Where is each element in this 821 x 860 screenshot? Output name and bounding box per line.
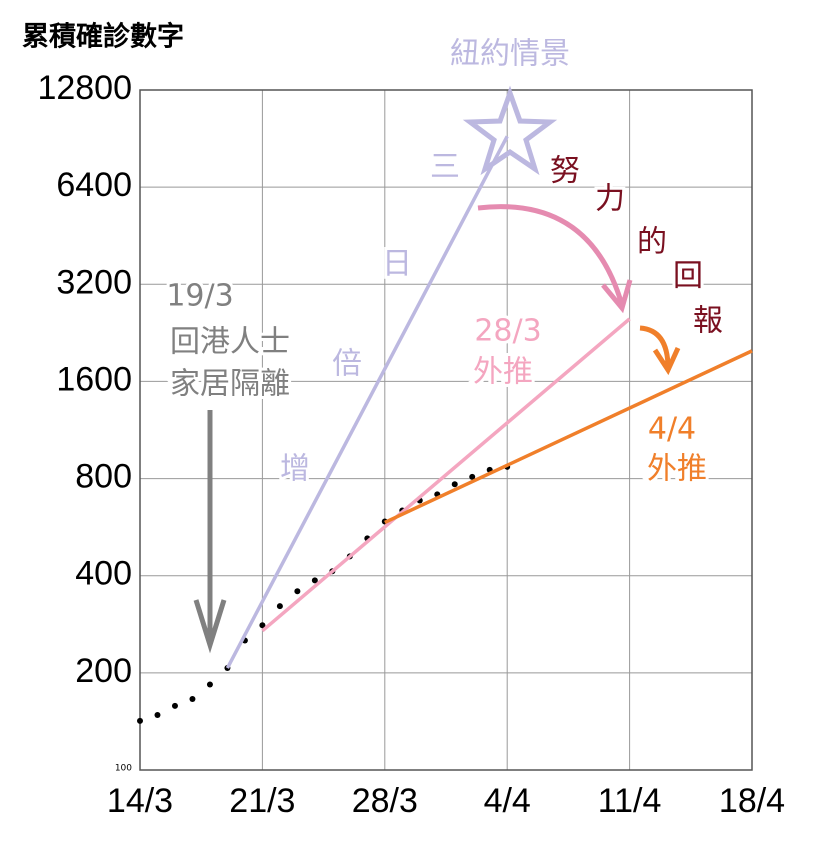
annotation: 日 (382, 247, 412, 282)
data-point (469, 473, 476, 480)
annotation: 4/4 (648, 412, 696, 447)
trend-line (384, 349, 753, 525)
arrow (639, 325, 681, 376)
arrow (193, 410, 227, 654)
x-tick-label: 28/3 (352, 782, 418, 820)
data-point (276, 603, 283, 610)
y-tick-label: 6400 (56, 166, 132, 204)
y-tick-label: 100 (115, 764, 132, 774)
data-point (171, 702, 178, 709)
data-point (259, 622, 266, 629)
data-point (137, 717, 143, 724)
annotation: 外推 (647, 452, 707, 487)
grid: 100 200 400 800 1600 3200 6400 12800 14/3 21/3 28/… (37, 69, 785, 820)
data-point (154, 712, 161, 719)
annotation: 家居隔離 (170, 367, 290, 402)
star (462, 85, 558, 176)
annotation: 努 (550, 154, 580, 189)
x-tick-label: 4/4 (484, 782, 531, 820)
annotation: 28/3 (474, 314, 541, 349)
annotation: 外推 (473, 355, 533, 390)
annotation: 19/3 (166, 279, 233, 314)
annotation: 增 (280, 452, 310, 487)
data-point (189, 695, 196, 702)
data-point (311, 577, 318, 584)
annotation: 報 (693, 304, 723, 339)
annotation: 力 (595, 182, 625, 217)
data-point (451, 481, 458, 488)
annotation: 三 (430, 150, 460, 185)
chart-title: 累積確診數字 (22, 21, 184, 53)
y-tick-label: 400 (75, 555, 132, 593)
y-tick-label: 1600 (56, 360, 132, 398)
y-tick-label: 12800 (37, 69, 132, 107)
y-tick-label: 3200 (56, 263, 132, 301)
x-tick-label: 11/4 (598, 782, 662, 820)
y-tick-label: 200 (75, 652, 132, 690)
trend-line (225, 135, 509, 669)
arrow (477, 204, 633, 314)
arrows (193, 204, 681, 654)
annotation: 回港人士 (170, 325, 290, 360)
trend-line (261, 317, 631, 633)
data-point (206, 681, 213, 688)
annotation: 紐約情景 (450, 37, 570, 72)
annotation: 倍 (332, 347, 362, 382)
x-tick-label: 18/4 (719, 782, 785, 820)
annotation: 的 (637, 225, 667, 260)
y-tick-label: 800 (75, 458, 132, 496)
x-tick-label: 14/3 (107, 782, 173, 820)
annotation: 回 (673, 259, 703, 294)
plot-frame (139, 89, 753, 771)
x-tick-label: 21/3 (229, 782, 295, 820)
data-point (294, 588, 301, 595)
marks (137, 135, 753, 724)
